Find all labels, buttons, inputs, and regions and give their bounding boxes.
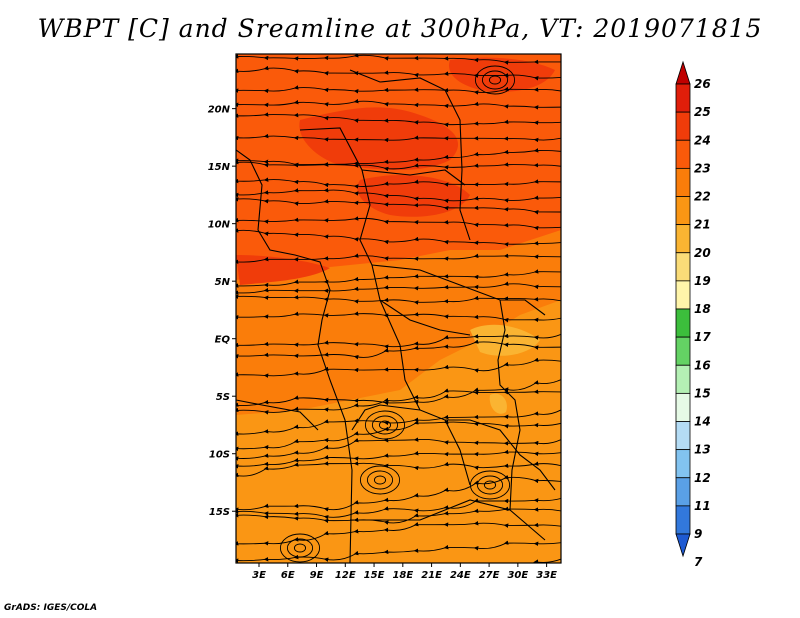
colorbar-label: 25 (694, 105, 711, 119)
colorbar-swatch (675, 392, 691, 422)
colorbar-swatch (675, 477, 691, 507)
colorbar-swatch (675, 252, 691, 282)
streamline (236, 357, 561, 378)
streamline (236, 311, 561, 323)
lat-label: 20N (208, 105, 231, 116)
eddy-ring (373, 475, 387, 485)
colorbar-label: 13 (694, 443, 711, 457)
eddy-ring (474, 65, 516, 95)
colorbar-label: 14 (694, 415, 711, 429)
colorbar-label: 22 (694, 190, 711, 204)
lat-label: 15N (208, 162, 231, 173)
colorbar-swatch (675, 449, 691, 479)
colorbar-swatch (675, 421, 691, 451)
streamline (236, 339, 561, 360)
eddy-ring (359, 465, 401, 495)
streamline (236, 177, 561, 189)
lat-label: 10N (208, 220, 231, 231)
colorbar-label: 23 (694, 161, 711, 175)
colorbar-label: 9 (694, 527, 702, 541)
lon-label: 21E (421, 570, 442, 581)
streamline (236, 461, 561, 478)
colorbar-swatch (675, 224, 691, 254)
map-plot-area (236, 54, 561, 563)
lon-label: 33E (536, 570, 557, 581)
colorbar-swatch (675, 364, 691, 394)
map-title: WBPT [C] and Sreamline at 300hPa, VT: 20… (37, 14, 763, 43)
eddy-ring (279, 533, 321, 563)
eddy-ring (481, 70, 509, 90)
lat-label: 10S (209, 450, 230, 461)
colorbar-label: 7 (694, 555, 703, 569)
lon-label: 15E (364, 570, 385, 581)
colorbar-swatch (675, 336, 691, 366)
latitude-axis: 20N 15N 10N 5N EQ 5S 10S 15S (208, 105, 236, 518)
streamline (236, 216, 561, 231)
lat-label: EQ (215, 335, 231, 346)
lon-label: 27E (479, 570, 500, 581)
longitude-axis: 3E 6E 9E 12E 15E 18E 21E 24E 27E 30E 33E (252, 563, 557, 581)
eddy-ring (469, 470, 511, 500)
streamline (236, 294, 561, 305)
lon-label: 12E (335, 570, 356, 581)
lon-label: 9E (310, 570, 324, 581)
colorbar-swatch (675, 83, 691, 113)
colorbar-top-arrow (675, 60, 691, 85)
colorbar: 26 25 24 23 22 21 20 19 18 17 16 15 14 13 12 11 9 7 (675, 60, 711, 569)
streamline (236, 281, 561, 295)
lat-label: 5S (216, 392, 230, 403)
streamline (236, 253, 561, 265)
colorbar-swatch (675, 280, 691, 310)
lon-label: 3E (252, 570, 266, 581)
streamline (236, 133, 561, 143)
streamline (236, 540, 561, 563)
streamline (236, 98, 561, 110)
lat-label: 15S (209, 507, 230, 518)
eddy-ring (378, 420, 392, 430)
map-frame (235, 53, 562, 564)
colorbar-label: 12 (694, 471, 711, 485)
colorbar-bottom-arrow (675, 533, 691, 558)
colorbar-swatch (675, 308, 691, 338)
colorbar-label: 20 (694, 246, 711, 260)
colorbar-swatch (675, 196, 691, 226)
colorbar-label: 11 (694, 499, 711, 513)
colorbar-label: 24 (694, 133, 711, 147)
colorbar-swatch (675, 167, 691, 197)
eddy-ring (476, 475, 504, 495)
colorbar-swatch (675, 139, 691, 169)
grads-credit: GrADS: IGES/COLA (4, 603, 98, 613)
country-borders (236, 69, 556, 563)
colorbar-swatch (675, 111, 691, 141)
eddy-ring (366, 470, 394, 490)
streamline (236, 228, 561, 247)
eddy-ring (483, 480, 497, 490)
lon-label: 30E (507, 570, 528, 581)
streamlines (236, 54, 561, 563)
colorbar-label: 15 (694, 386, 711, 400)
lon-label: 18E (392, 570, 413, 581)
colorbar-label: 26 (694, 77, 711, 91)
eddy-ring (488, 75, 502, 85)
streamline (236, 197, 561, 215)
streamline (236, 54, 561, 65)
streamline (236, 112, 561, 128)
eddy-ring (286, 538, 314, 558)
streamline (236, 159, 561, 172)
lon-label: 6E (281, 570, 295, 581)
eddy-ring (371, 415, 399, 435)
colorbar-label: 17 (694, 330, 711, 344)
streamline (236, 85, 561, 95)
colorbar-label: 16 (694, 358, 711, 372)
lon-label: 24E (450, 570, 471, 581)
colorbar-label: 21 (694, 218, 711, 232)
colorbar-label: 19 (694, 274, 711, 288)
eddy-ring (364, 410, 406, 440)
colorbar-label: 18 (694, 302, 711, 316)
lat-label: 5N (215, 277, 231, 288)
eddy-ring (293, 543, 307, 553)
colorbar-swatch (675, 505, 691, 535)
